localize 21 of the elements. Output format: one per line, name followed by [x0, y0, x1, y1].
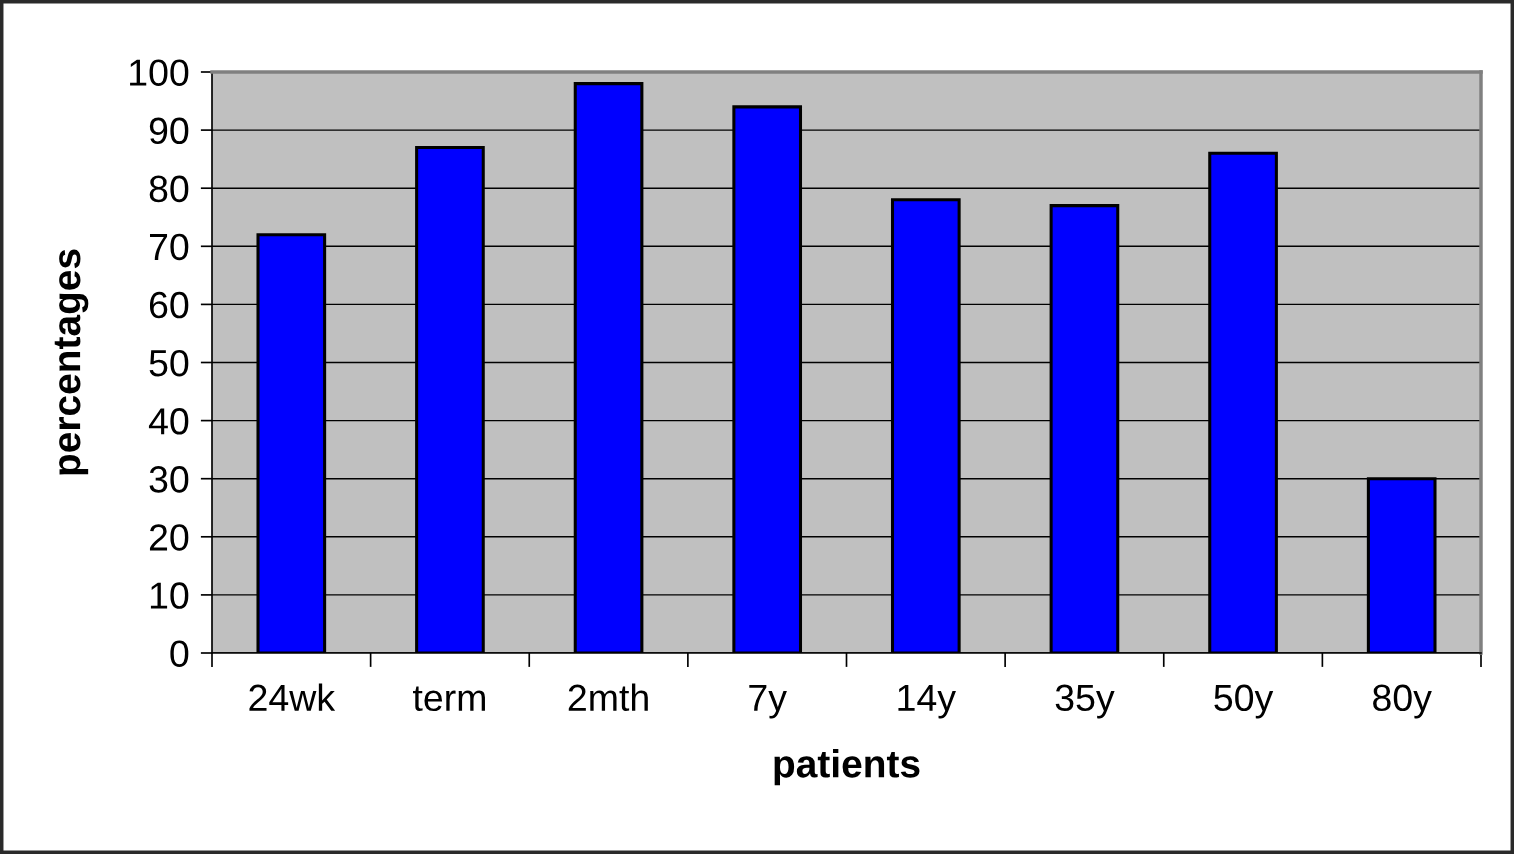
x-tick-label: 2mth	[568, 683, 648, 712]
y-tick-label: 80	[149, 175, 189, 203]
y-tick-label: 40	[148, 408, 189, 435]
y-tick-label: 90	[149, 117, 189, 145]
y-tick-label: 30	[149, 466, 189, 493]
y-tick-label: 50	[149, 349, 189, 377]
x-axis-title: patients	[774, 749, 920, 786]
y-tick-label: 70	[149, 233, 189, 261]
y-tick-label: 60	[149, 291, 189, 319]
x-tick-label: 7y	[749, 684, 787, 719]
y-tick-label: 0	[170, 640, 189, 667]
x-tick-label: term	[413, 686, 485, 712]
x-tick-label: 24wk	[249, 683, 336, 711]
x-tick-label: 35y	[1055, 684, 1115, 719]
x-tick-label: 50y	[1214, 684, 1274, 719]
x-tick-label: 14y	[898, 684, 956, 719]
x-tick-label: 80y	[1373, 684, 1432, 719]
y-axis-title: percentages	[54, 249, 89, 475]
y-tick-label: 20	[149, 524, 189, 551]
y-tick-label: 100	[130, 59, 189, 86]
y-tick-label: 10	[150, 582, 189, 609]
